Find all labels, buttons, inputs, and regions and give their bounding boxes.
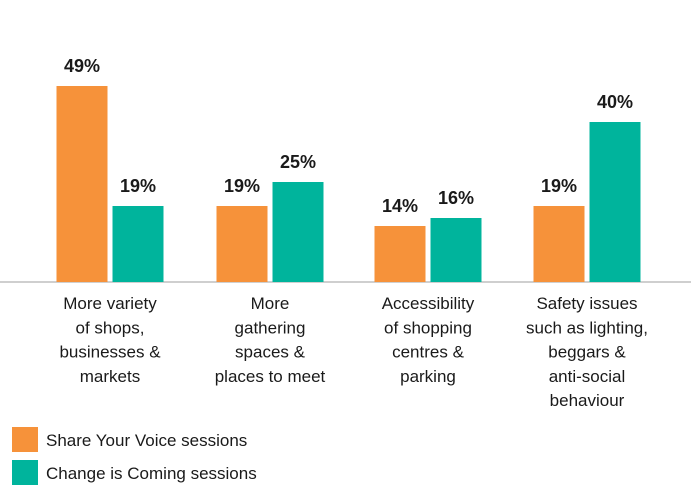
data-label: 14% bbox=[382, 196, 418, 216]
data-label: 25% bbox=[280, 152, 316, 172]
x-tick-label: Accessibility bbox=[382, 294, 475, 313]
legend-label: Share Your Voice sessions bbox=[46, 431, 247, 450]
x-tick-label: anti-social bbox=[549, 367, 626, 386]
x-tick-label: centres & bbox=[392, 343, 464, 362]
x-tick-label: such as lighting, bbox=[526, 318, 648, 337]
legend-swatch bbox=[12, 427, 38, 452]
legend-swatch bbox=[12, 460, 38, 485]
x-tick-label: places to meet bbox=[215, 367, 326, 386]
bar bbox=[216, 206, 268, 282]
x-tick-label: gathering bbox=[235, 318, 306, 337]
x-tick-label: beggars & bbox=[548, 343, 626, 362]
x-tick-label: Safety issues bbox=[536, 294, 637, 313]
data-label: 40% bbox=[597, 92, 633, 112]
bar bbox=[533, 206, 585, 282]
x-tick-label: of shopping bbox=[384, 318, 472, 337]
bar bbox=[589, 122, 641, 282]
bar bbox=[272, 182, 324, 282]
x-tick-label: markets bbox=[80, 367, 140, 386]
data-label: 19% bbox=[120, 176, 156, 196]
x-tick-label: businesses & bbox=[59, 343, 161, 362]
x-tick-label: spaces & bbox=[235, 343, 306, 362]
bar bbox=[112, 206, 164, 282]
x-tick-label: behaviour bbox=[550, 391, 625, 410]
data-label: 49% bbox=[64, 56, 100, 76]
bar bbox=[56, 86, 108, 282]
data-label: 19% bbox=[541, 176, 577, 196]
x-tick-label: More variety bbox=[63, 294, 157, 313]
data-label: 19% bbox=[224, 176, 260, 196]
x-tick-label: of shops, bbox=[76, 318, 145, 337]
bar bbox=[430, 218, 482, 282]
bar bbox=[374, 226, 426, 282]
x-tick-label: More bbox=[251, 294, 290, 313]
legend-label: Change is Coming sessions bbox=[46, 464, 257, 483]
data-label: 16% bbox=[438, 188, 474, 208]
x-tick-label: parking bbox=[400, 367, 456, 386]
